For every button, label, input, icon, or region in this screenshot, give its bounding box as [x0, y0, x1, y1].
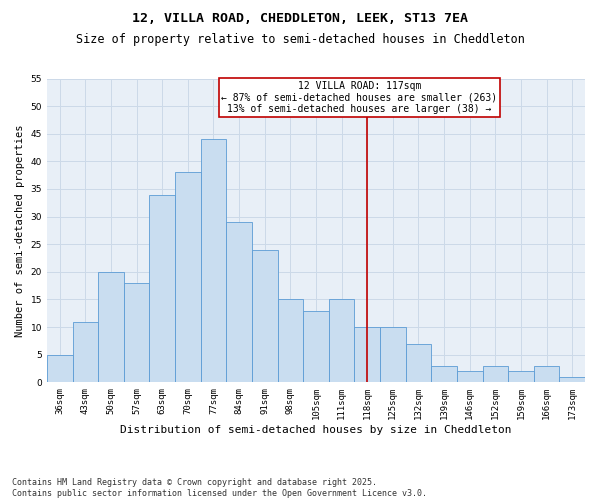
Bar	[508, 372, 534, 382]
Bar	[226, 222, 252, 382]
Bar	[457, 372, 482, 382]
Bar	[124, 283, 149, 382]
X-axis label: Distribution of semi-detached houses by size in Cheddleton: Distribution of semi-detached houses by …	[120, 425, 512, 435]
Bar	[278, 300, 303, 382]
Bar	[98, 272, 124, 382]
Text: Size of property relative to semi-detached houses in Cheddleton: Size of property relative to semi-detach…	[76, 32, 524, 46]
Bar	[482, 366, 508, 382]
Text: 12, VILLA ROAD, CHEDDLETON, LEEK, ST13 7EA: 12, VILLA ROAD, CHEDDLETON, LEEK, ST13 7…	[132, 12, 468, 26]
Bar	[303, 310, 329, 382]
Bar	[406, 344, 431, 382]
Bar	[47, 354, 73, 382]
Bar	[252, 250, 278, 382]
Y-axis label: Number of semi-detached properties: Number of semi-detached properties	[15, 124, 25, 336]
Text: 12 VILLA ROAD: 117sqm
← 87% of semi-detached houses are smaller (263)
13% of sem: 12 VILLA ROAD: 117sqm ← 87% of semi-deta…	[221, 82, 497, 114]
Text: Contains HM Land Registry data © Crown copyright and database right 2025.
Contai: Contains HM Land Registry data © Crown c…	[12, 478, 427, 498]
Bar	[355, 327, 380, 382]
Bar	[380, 327, 406, 382]
Bar	[73, 322, 98, 382]
Bar	[559, 377, 585, 382]
Bar	[534, 366, 559, 382]
Bar	[175, 172, 200, 382]
Bar	[329, 300, 355, 382]
Bar	[149, 194, 175, 382]
Bar	[431, 366, 457, 382]
Bar	[200, 140, 226, 382]
